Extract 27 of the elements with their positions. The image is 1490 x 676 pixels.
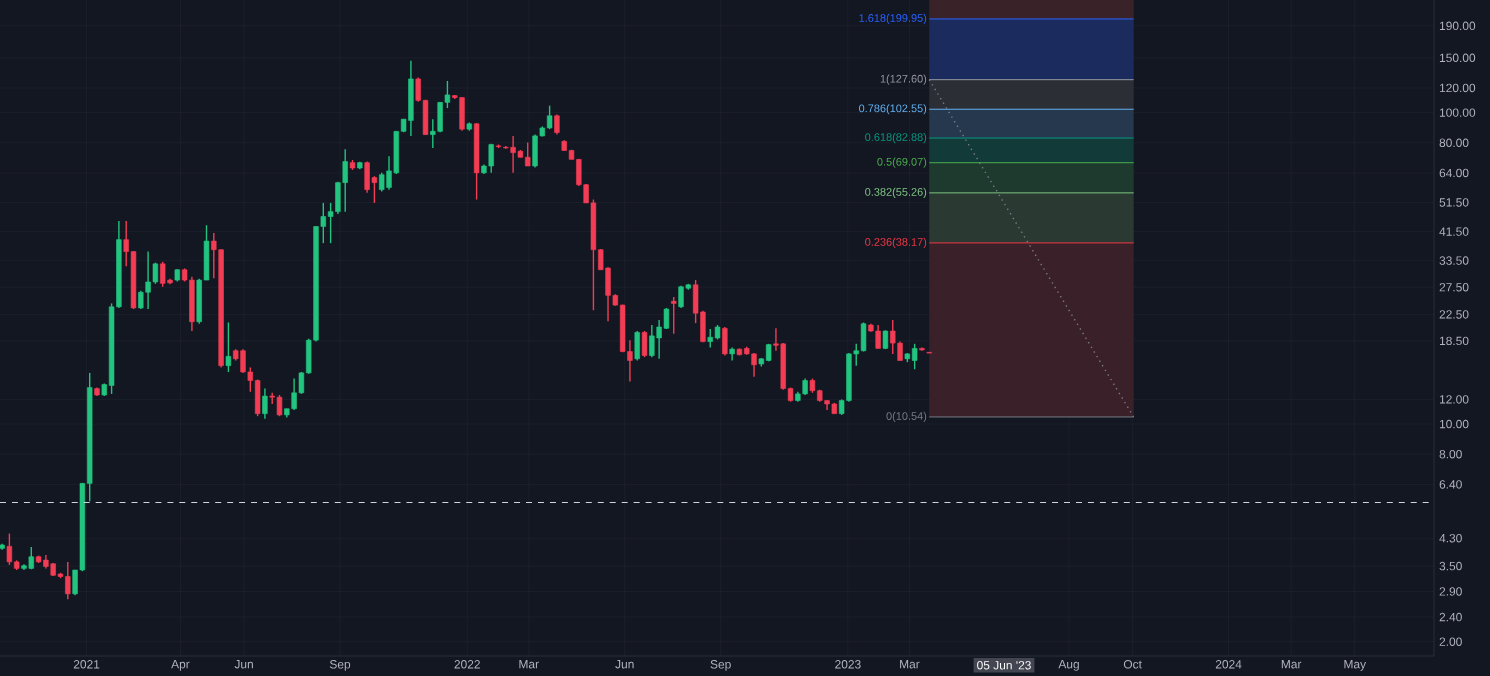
candlestick xyxy=(254,378,261,417)
candlestick xyxy=(262,387,268,420)
candlestick xyxy=(525,141,531,167)
candlestick xyxy=(145,250,151,310)
candlestick xyxy=(875,324,881,350)
candlestick xyxy=(707,328,713,349)
candlestick xyxy=(342,148,348,213)
candlestick xyxy=(641,330,648,358)
candlestick xyxy=(189,276,195,332)
candlestick xyxy=(751,352,757,378)
candlestick xyxy=(240,348,246,374)
candlestick xyxy=(722,326,728,357)
candlestick xyxy=(890,319,896,355)
candlestick xyxy=(459,96,465,132)
candlestick xyxy=(488,143,494,174)
candlestick xyxy=(911,343,918,370)
candlestick xyxy=(225,321,232,373)
candlestick xyxy=(6,532,13,566)
candlestick xyxy=(649,324,655,358)
candlestick xyxy=(510,135,516,174)
candlestick xyxy=(671,296,677,335)
candlestick xyxy=(291,377,297,411)
candlestick xyxy=(160,261,166,288)
candlestick xyxy=(408,60,414,137)
candlestick xyxy=(65,561,71,600)
candlestick xyxy=(364,160,370,194)
candlestick xyxy=(634,330,640,362)
